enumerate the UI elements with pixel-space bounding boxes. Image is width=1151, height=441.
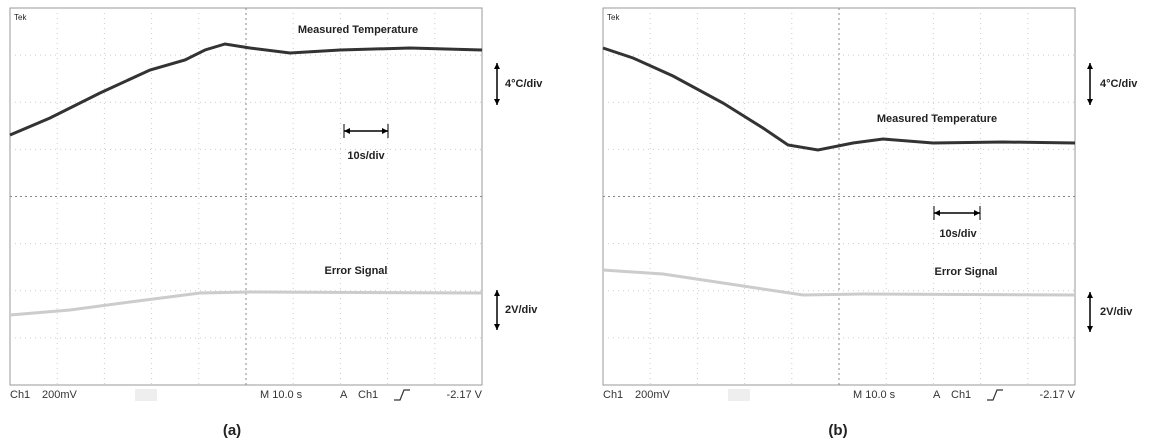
- status-timebase: M 10.0 s: [260, 389, 303, 401]
- scope-panel: Tek Measured Temperature 4°C/div 10s/div Err…: [10, 8, 543, 439]
- trace-label: Error Signal: [325, 265, 388, 277]
- trace-scale: 2V/div: [1100, 306, 1133, 318]
- trace-label: Error Signal: [935, 266, 998, 278]
- caption: (b): [828, 422, 847, 439]
- status-mode: A: [340, 389, 348, 401]
- scope-tag: Tek: [607, 13, 620, 22]
- trace-label: Measured Temperature: [298, 24, 418, 36]
- status-trigger-source: Ch1: [951, 389, 971, 401]
- status-trigger-level: -2.17 V: [447, 389, 483, 401]
- status-trigger-source: Ch1: [358, 389, 378, 401]
- status-timebase: M 10.0 s: [853, 389, 896, 401]
- scope-panel: Tek Measured Temperature 4°C/div 10s/div Err…: [603, 8, 1138, 439]
- time-scale: 10s/div: [939, 228, 977, 240]
- trace-scale: 4°C/div: [505, 78, 543, 90]
- scope-tag: Tek: [14, 13, 27, 22]
- caption: (a): [223, 422, 241, 439]
- figure: Tek Measured Temperature 4°C/div 10s/div Err…: [0, 0, 1151, 441]
- trace-label: Measured Temperature: [877, 113, 997, 125]
- status-channel: Ch1: [10, 389, 30, 401]
- status-box: [728, 389, 750, 401]
- trigger-slope: [987, 390, 1003, 400]
- status-mode: A: [933, 389, 941, 401]
- status-volts: 200mV: [42, 389, 78, 401]
- status-volts: 200mV: [635, 389, 671, 401]
- status-channel: Ch1: [603, 389, 623, 401]
- status-box: [135, 389, 157, 401]
- trace-scale: 4°C/div: [1100, 78, 1138, 90]
- time-scale: 10s/div: [347, 150, 385, 162]
- trigger-slope: [394, 390, 410, 400]
- trace-scale: 2V/div: [505, 304, 538, 316]
- status-trigger-level: -2.17 V: [1040, 389, 1076, 401]
